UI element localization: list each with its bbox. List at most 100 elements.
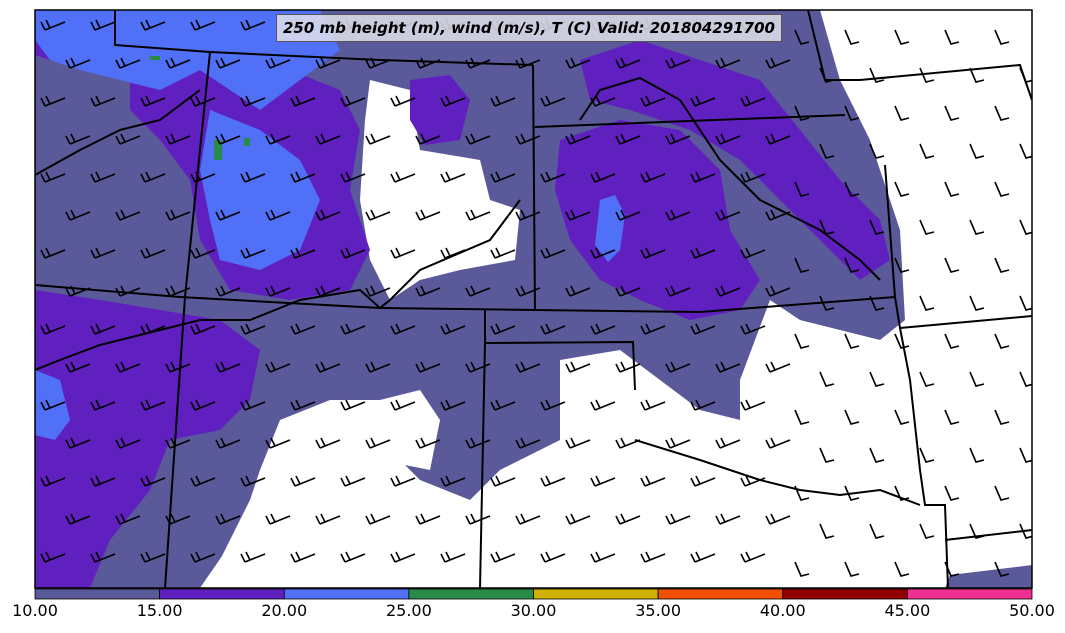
colorbar-tick-label: 45.00 <box>884 601 931 620</box>
wind-barb <box>565 209 591 221</box>
wind-barb <box>894 29 910 45</box>
field-15-20-central <box>555 120 760 320</box>
wind-barb <box>340 323 366 335</box>
field-15-20-small <box>410 75 470 145</box>
wind-barb <box>315 513 341 525</box>
colorbar-segment <box>34 588 161 600</box>
wind-barb <box>415 513 441 525</box>
wind-barb <box>440 551 466 563</box>
wind-barb <box>615 285 641 297</box>
colorbar-tick-label: 40.00 <box>759 601 806 620</box>
wind-barb <box>265 361 291 373</box>
wind-barb <box>65 57 91 69</box>
wind-barb <box>490 551 516 563</box>
wind-barb <box>140 95 166 107</box>
wind-barb <box>590 399 616 411</box>
wind-barb <box>765 285 791 297</box>
wind-barb <box>715 513 741 525</box>
wind-barb <box>165 361 191 373</box>
wind-barb <box>715 437 741 449</box>
wind-barb <box>440 399 466 411</box>
wind-barb <box>365 133 391 145</box>
wind-barb <box>240 247 266 259</box>
wind-barb <box>944 485 960 501</box>
wind-barb <box>465 361 491 373</box>
wind-barb <box>819 219 835 235</box>
wind-barb <box>819 67 835 83</box>
wind-barb <box>65 285 91 297</box>
wind-barb <box>290 171 316 183</box>
wind-barb <box>190 247 216 259</box>
colorbar-segment <box>408 588 534 600</box>
wind-barb <box>515 361 541 373</box>
wind-barb <box>440 323 466 335</box>
wind-barb <box>740 95 766 107</box>
wind-barb <box>844 105 860 121</box>
wind-barb <box>390 95 416 107</box>
wind-barb <box>969 371 985 387</box>
map-frame <box>34 9 1033 589</box>
border-wy-co <box>35 284 896 314</box>
wind-barb <box>415 437 441 449</box>
wind-barb <box>944 257 960 273</box>
wind-barb <box>715 361 741 373</box>
wind-barb <box>765 513 791 525</box>
wind-barb <box>819 523 835 539</box>
wind-barb <box>794 181 810 197</box>
wind-barb <box>665 285 691 297</box>
wind-barb <box>640 95 666 107</box>
wind-barb <box>290 399 316 411</box>
wind-barb <box>290 95 316 107</box>
wind-barb <box>944 409 960 425</box>
field-below-10-b <box>200 390 440 588</box>
wind-barb <box>565 361 591 373</box>
wind-barb <box>115 133 141 145</box>
wind-barb <box>794 409 810 425</box>
wind-barb <box>740 399 766 411</box>
wind-barb <box>615 209 641 221</box>
wind-barb <box>365 209 391 221</box>
wind-barb <box>919 219 935 235</box>
wind-barb <box>265 513 291 525</box>
wind-barb <box>740 475 766 487</box>
wind-barb <box>190 171 216 183</box>
wind-barb <box>690 95 716 107</box>
wind-barb <box>665 361 691 373</box>
wind-barb <box>819 295 835 311</box>
colorbar-tick-label: 10.00 <box>12 601 58 620</box>
wind-barb <box>515 57 541 69</box>
wind-barb <box>465 133 491 145</box>
river-platte <box>35 199 521 371</box>
wind-barb <box>140 171 166 183</box>
wind-barb <box>90 323 116 335</box>
wind-barb <box>290 323 316 335</box>
wind-barb <box>615 437 641 449</box>
border-ks-east <box>884 164 949 588</box>
river-missouri <box>579 76 881 281</box>
wind-barb <box>65 133 91 145</box>
wind-barb <box>340 171 366 183</box>
wind-barb <box>944 181 960 197</box>
wind-barb <box>490 475 516 487</box>
wind-barb <box>969 219 985 235</box>
wind-barb <box>540 399 566 411</box>
wind-barb <box>365 437 391 449</box>
wind-barb <box>240 95 266 107</box>
wind-barb <box>40 247 66 259</box>
wind-barb <box>765 209 791 221</box>
wind-barb <box>665 437 691 449</box>
wind-barb <box>65 513 91 525</box>
wind-barb <box>919 523 935 539</box>
wind-barb <box>615 361 641 373</box>
wind-barb <box>969 67 985 83</box>
wind-barb <box>465 513 491 525</box>
wind-barb <box>894 333 910 349</box>
state-boundaries <box>35 10 1032 588</box>
wind-barb <box>465 209 491 221</box>
wind-barb <box>290 475 316 487</box>
wind-barb <box>90 475 116 487</box>
wind-barb <box>869 371 885 387</box>
wind-barb <box>894 181 910 197</box>
wind-barb <box>265 209 291 221</box>
river-north <box>35 89 201 176</box>
